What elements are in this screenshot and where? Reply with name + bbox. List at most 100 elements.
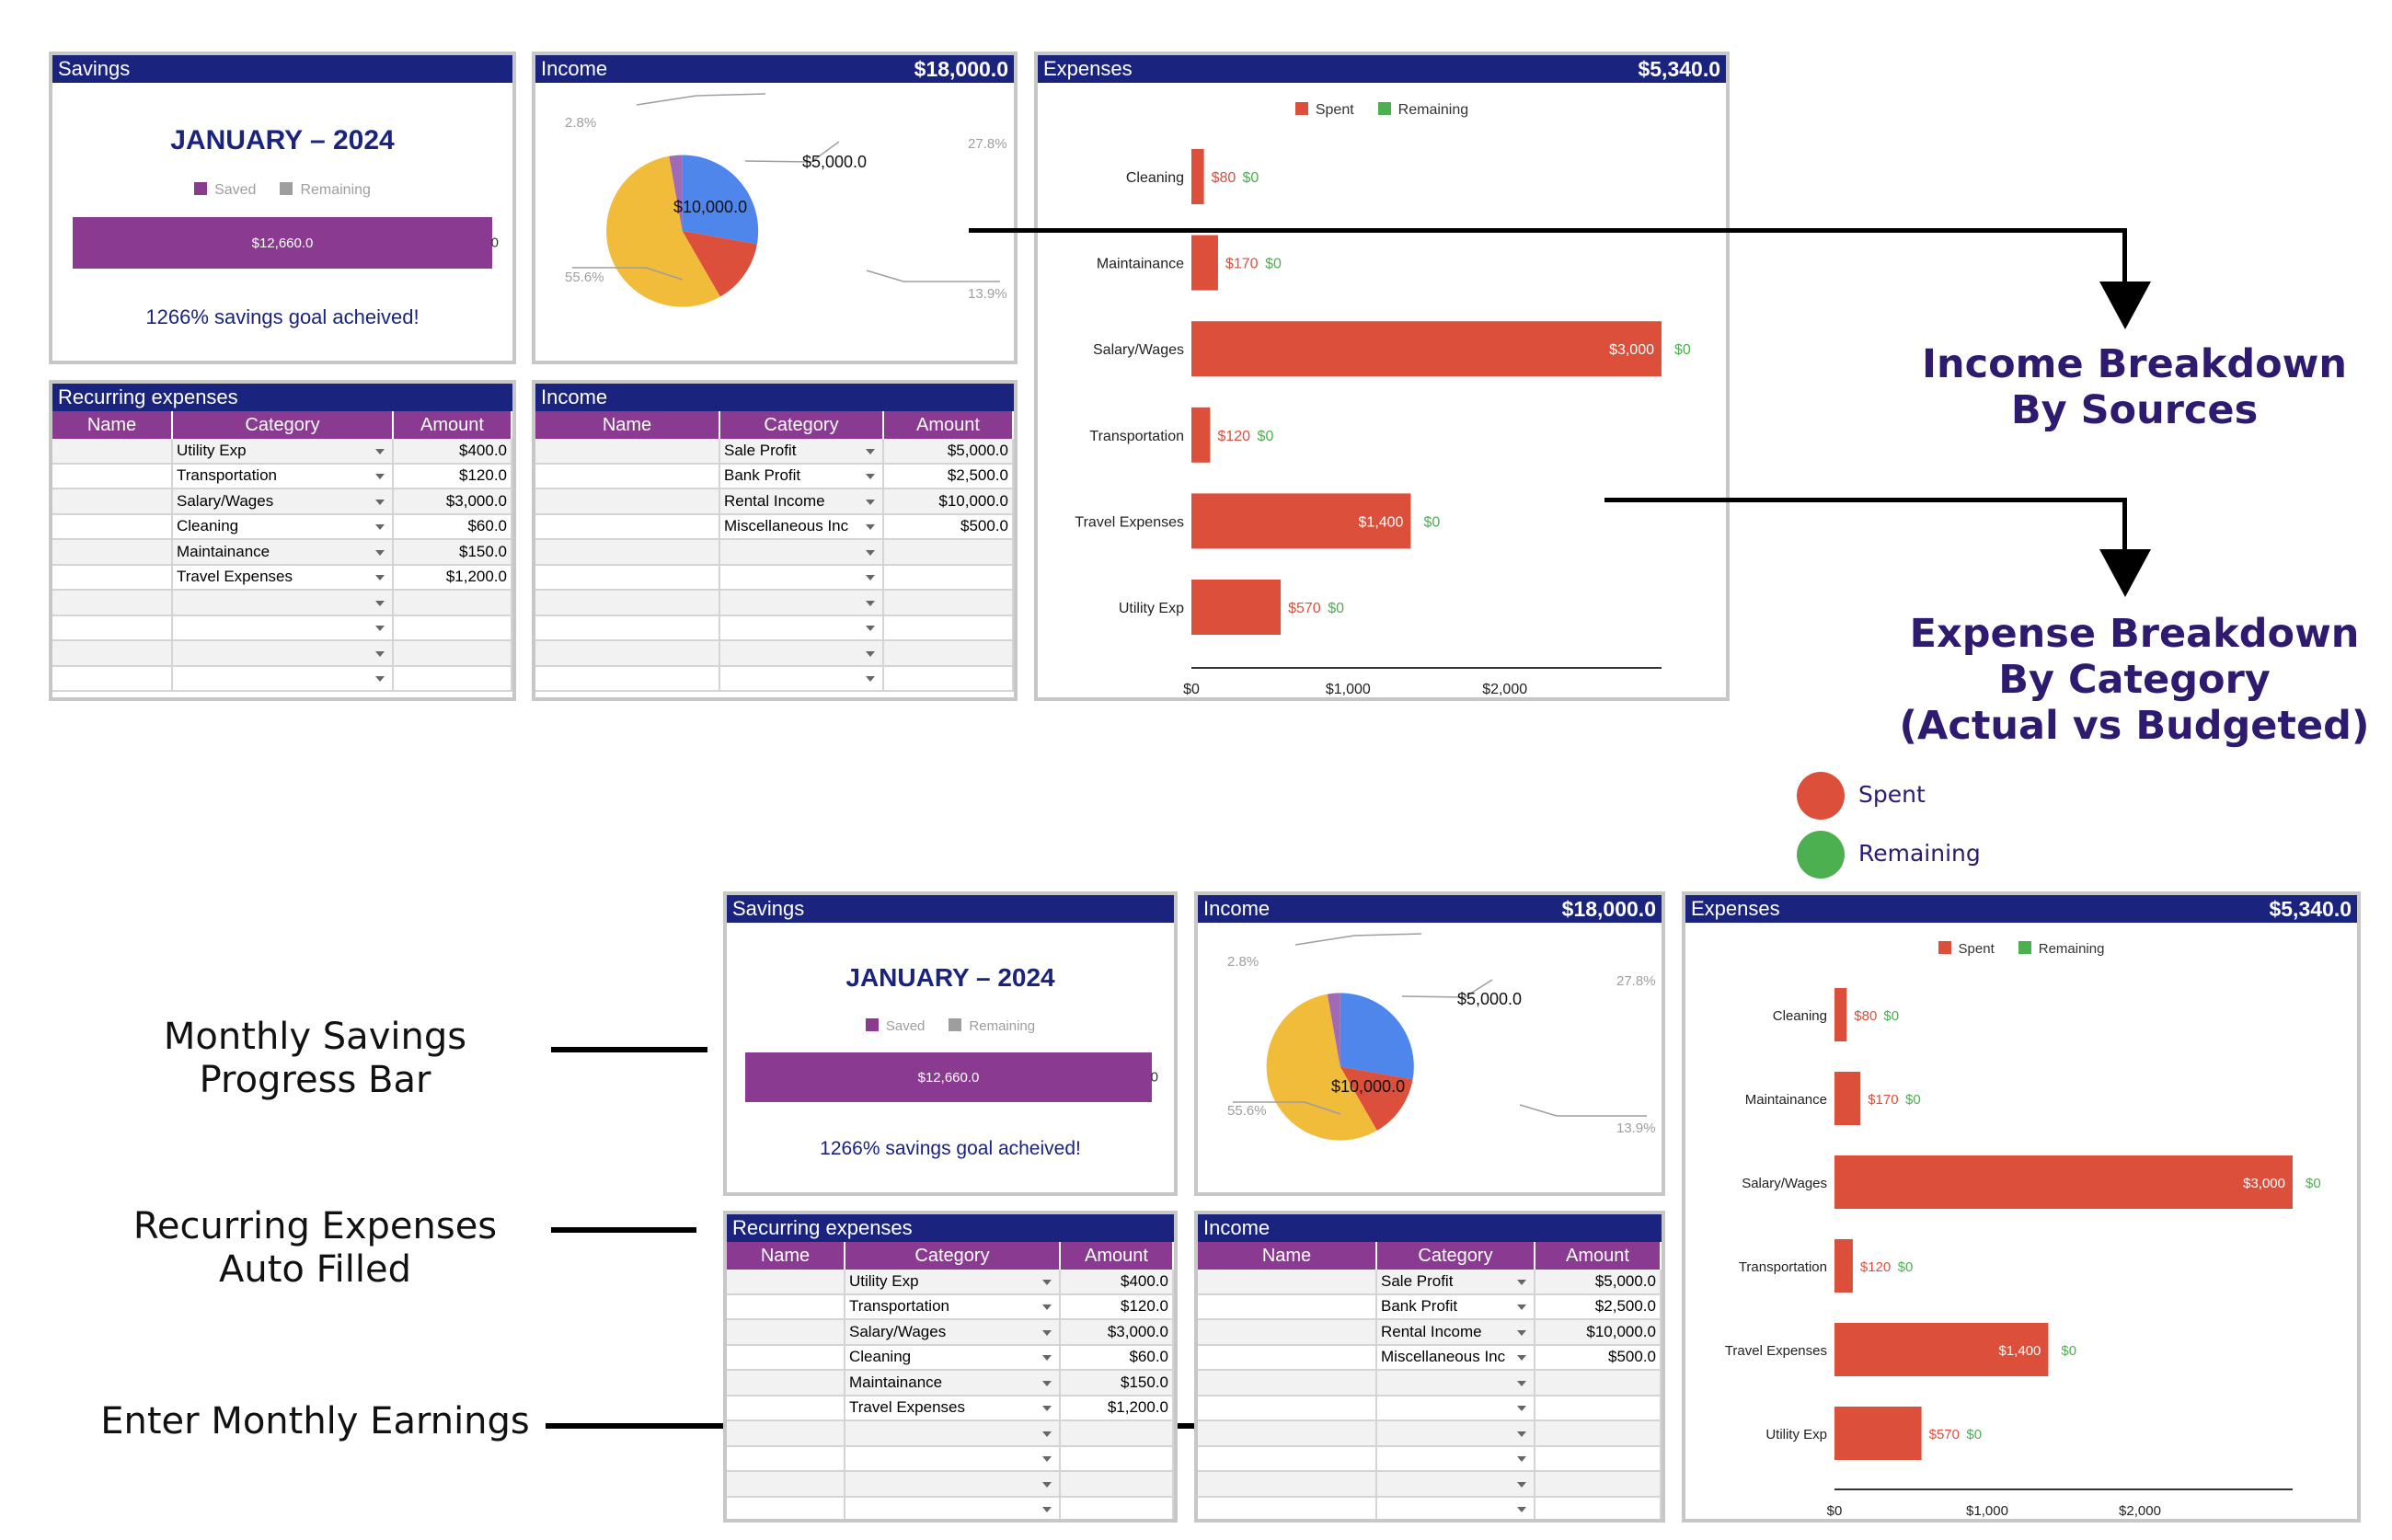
name-cell[interactable]: [1198, 1496, 1377, 1519]
name-cell[interactable]: [1198, 1420, 1377, 1447]
amount-cell[interactable]: [1060, 1420, 1174, 1447]
amount-cell[interactable]: [883, 564, 1014, 591]
name-cell[interactable]: [1198, 1293, 1377, 1320]
category-dropdown[interactable]: Salary/Wages: [172, 488, 394, 515]
name-cell[interactable]: [52, 539, 173, 566]
amount-cell[interactable]: [883, 640, 1014, 667]
name-cell[interactable]: [535, 513, 720, 540]
amount-cell[interactable]: [1535, 1445, 1662, 1472]
amount-cell[interactable]: $150.0: [393, 539, 512, 566]
category-dropdown[interactable]: Utility Exp: [845, 1270, 1061, 1295]
category-dropdown[interactable]: Sale Profit: [1376, 1270, 1535, 1295]
category-dropdown[interactable]: [845, 1445, 1061, 1472]
amount-cell[interactable]: $1,200.0: [1060, 1395, 1174, 1421]
category-dropdown[interactable]: [719, 539, 884, 566]
category-dropdown[interactable]: Travel Expenses: [172, 564, 394, 591]
category-dropdown[interactable]: [1376, 1471, 1535, 1498]
name-cell[interactable]: [727, 1270, 845, 1295]
name-cell[interactable]: [52, 590, 173, 616]
amount-cell[interactable]: [393, 590, 512, 616]
category-dropdown[interactable]: Miscellaneous Inc: [719, 513, 884, 540]
category-dropdown[interactable]: Bank Profit: [719, 463, 884, 489]
amount-cell[interactable]: [393, 640, 512, 667]
category-dropdown[interactable]: [845, 1496, 1061, 1519]
name-cell[interactable]: [1198, 1445, 1377, 1472]
amount-cell[interactable]: $150.0: [1060, 1370, 1174, 1396]
name-cell[interactable]: [52, 513, 173, 540]
amount-cell[interactable]: $1,200.0: [393, 564, 512, 591]
name-cell[interactable]: [535, 564, 720, 591]
amount-cell[interactable]: [1060, 1471, 1174, 1498]
amount-cell[interactable]: $2,500.0: [1535, 1293, 1662, 1320]
category-dropdown[interactable]: [172, 590, 394, 616]
name-cell[interactable]: [535, 488, 720, 515]
category-dropdown[interactable]: Transportation: [845, 1293, 1061, 1320]
name-cell[interactable]: [727, 1344, 845, 1371]
name-cell[interactable]: [1198, 1344, 1377, 1371]
amount-cell[interactable]: [1535, 1496, 1662, 1519]
name-cell[interactable]: [1198, 1395, 1377, 1421]
amount-cell[interactable]: $400.0: [393, 439, 512, 465]
amount-cell[interactable]: [883, 590, 1014, 616]
category-dropdown[interactable]: Bank Profit: [1376, 1293, 1535, 1320]
name-cell[interactable]: [1198, 1319, 1377, 1346]
name-cell[interactable]: [727, 1293, 845, 1320]
amount-cell[interactable]: $60.0: [1060, 1344, 1174, 1371]
category-dropdown[interactable]: [1376, 1496, 1535, 1519]
category-dropdown[interactable]: [845, 1420, 1061, 1447]
name-cell[interactable]: [727, 1319, 845, 1346]
name-cell[interactable]: [727, 1370, 845, 1396]
name-cell[interactable]: [535, 439, 720, 465]
category-dropdown[interactable]: [1376, 1445, 1535, 1472]
amount-cell[interactable]: [1535, 1420, 1662, 1447]
category-dropdown[interactable]: [719, 615, 884, 641]
amount-cell[interactable]: [1535, 1471, 1662, 1498]
name-cell[interactable]: [535, 615, 720, 641]
amount-cell[interactable]: [1535, 1370, 1662, 1396]
category-dropdown[interactable]: Cleaning: [172, 513, 394, 540]
name-cell[interactable]: [52, 463, 173, 489]
name-cell[interactable]: [535, 665, 720, 692]
category-dropdown[interactable]: Rental Income: [1376, 1319, 1535, 1346]
name-cell[interactable]: [52, 665, 173, 692]
name-cell[interactable]: [1198, 1471, 1377, 1498]
name-cell[interactable]: [1198, 1270, 1377, 1295]
category-dropdown[interactable]: Cleaning: [845, 1344, 1061, 1371]
category-dropdown[interactable]: [172, 640, 394, 667]
name-cell[interactable]: [1198, 1370, 1377, 1396]
category-dropdown[interactable]: Maintainance: [845, 1370, 1061, 1396]
name-cell[interactable]: [52, 439, 173, 465]
category-dropdown[interactable]: Rental Income: [719, 488, 884, 515]
amount-cell[interactable]: [883, 615, 1014, 641]
category-dropdown[interactable]: Maintainance: [172, 539, 394, 566]
category-dropdown[interactable]: Salary/Wages: [845, 1319, 1061, 1346]
category-dropdown[interactable]: [1376, 1395, 1535, 1421]
amount-cell[interactable]: [883, 539, 1014, 566]
name-cell[interactable]: [535, 463, 720, 489]
name-cell[interactable]: [727, 1471, 845, 1498]
name-cell[interactable]: [535, 539, 720, 566]
category-dropdown[interactable]: [1376, 1420, 1535, 1447]
name-cell[interactable]: [535, 640, 720, 667]
name-cell[interactable]: [727, 1445, 845, 1472]
category-dropdown[interactable]: [172, 615, 394, 641]
category-dropdown[interactable]: [1376, 1370, 1535, 1396]
amount-cell[interactable]: [1060, 1445, 1174, 1472]
amount-cell[interactable]: [883, 665, 1014, 692]
amount-cell[interactable]: $400.0: [1060, 1270, 1174, 1295]
name-cell[interactable]: [535, 590, 720, 616]
amount-cell[interactable]: $500.0: [883, 513, 1014, 540]
category-dropdown[interactable]: Transportation: [172, 463, 394, 489]
category-dropdown[interactable]: [845, 1471, 1061, 1498]
name-cell[interactable]: [727, 1496, 845, 1519]
amount-cell[interactable]: $120.0: [1060, 1293, 1174, 1320]
category-dropdown[interactable]: [719, 640, 884, 667]
amount-cell[interactable]: [1060, 1496, 1174, 1519]
name-cell[interactable]: [52, 640, 173, 667]
category-dropdown[interactable]: Travel Expenses: [845, 1395, 1061, 1421]
category-dropdown[interactable]: [719, 564, 884, 591]
category-dropdown[interactable]: Utility Exp: [172, 439, 394, 465]
name-cell[interactable]: [52, 488, 173, 515]
amount-cell[interactable]: $5,000.0: [1535, 1270, 1662, 1295]
amount-cell[interactable]: [1535, 1395, 1662, 1421]
